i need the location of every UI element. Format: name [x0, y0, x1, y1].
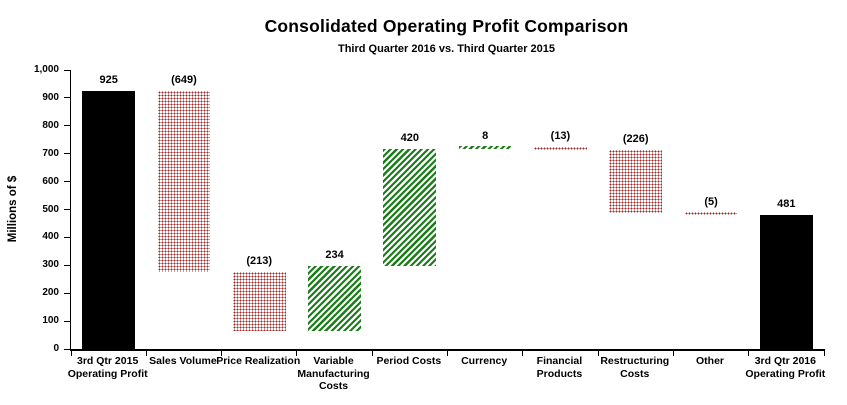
- bar-value-label: (213): [246, 255, 273, 267]
- x-tick: [296, 349, 298, 356]
- waterfall-bar: [232, 272, 286, 332]
- bar-value-label: 925: [99, 73, 118, 86]
- y-tick: [64, 125, 70, 127]
- y-tick-label: 1,000: [33, 64, 59, 75]
- y-tick-label: 600: [42, 175, 59, 187]
- y-tick-label: 700: [42, 147, 59, 159]
- category-label: Currency: [461, 355, 508, 367]
- waterfall-bar: [534, 146, 587, 151]
- x-tick: [522, 349, 524, 356]
- chart-title: Consolidated Operating Profit Comparison: [264, 16, 629, 36]
- category-label: Sales Volume: [149, 355, 217, 367]
- waterfall-bar: [684, 211, 738, 215]
- category-label: Restructuring Costs: [600, 355, 670, 380]
- y-tick: [64, 153, 70, 155]
- y-tick: [64, 69, 70, 71]
- y-tick: [64, 292, 70, 294]
- x-tick: [748, 349, 750, 356]
- category-label: Financial Products: [536, 355, 583, 380]
- x-tick: [221, 349, 223, 356]
- category-label: 3rd Qtr 2016 Operating Profit: [745, 355, 826, 380]
- y-tick: [64, 209, 70, 210]
- x-tick: [145, 349, 147, 356]
- y-tick-label: 900: [42, 91, 59, 103]
- x-tick: [371, 349, 373, 356]
- category-label: Other: [696, 355, 725, 367]
- y-tick: [64, 264, 70, 266]
- bar-value-label: 420: [400, 131, 420, 144]
- y-tick-label: 800: [42, 119, 59, 131]
- bar-value-label: (226): [622, 133, 649, 146]
- x-tick: [70, 349, 72, 356]
- bar-value-label: 481: [777, 197, 796, 210]
- y-tick: [64, 181, 70, 183]
- chart-subtitle: Third Quarter 2016 vs. Third Quarter 201…: [337, 43, 556, 55]
- y-tick-label: 0: [53, 343, 59, 354]
- x-tick: [597, 349, 599, 356]
- bar-value-label: (649): [171, 73, 197, 86]
- x-tick: [823, 349, 825, 356]
- bar-value-label: (5): [704, 196, 718, 209]
- waterfall-bar: [157, 90, 211, 272]
- category-label: Variable Manufacturing Costs: [297, 355, 370, 392]
- bar-value-label: 8: [482, 129, 489, 142]
- bar-value-label: (13): [550, 129, 571, 142]
- plot-area: 0 100 200 300 400 500 600 700 800 900 1,000 925 (649…: [34, 64, 825, 356]
- y-tick-label: 100: [42, 315, 59, 327]
- category-label: Price Realization: [216, 355, 301, 367]
- waterfall-bar: [308, 266, 361, 332]
- x-axis-labels: 3rd Qtr 2015 Operating Profit Sales Volum…: [68, 355, 826, 403]
- x-tick: [672, 349, 674, 356]
- category-label: 3rd Qtr 2015 Operating Profit: [67, 355, 148, 380]
- category-label: Period Costs: [376, 355, 442, 367]
- bar-value-label: 234: [325, 249, 344, 262]
- y-tick-label: 500: [42, 203, 59, 215]
- y-tick: [64, 348, 70, 350]
- y-tick-label: 200: [42, 287, 59, 299]
- y-tick: [64, 236, 70, 238]
- x-tick: [447, 349, 448, 356]
- y-tick: [64, 97, 70, 99]
- waterfall-bar: [458, 145, 512, 149]
- y-tick-label: 300: [42, 259, 59, 271]
- waterfall-bar: [82, 90, 135, 349]
- waterfall-bar: [759, 214, 813, 349]
- waterfall-bar: [609, 150, 663, 214]
- waterfall-bar: [383, 148, 437, 267]
- y-tick-label: 400: [42, 231, 59, 243]
- y-tick: [64, 320, 70, 322]
